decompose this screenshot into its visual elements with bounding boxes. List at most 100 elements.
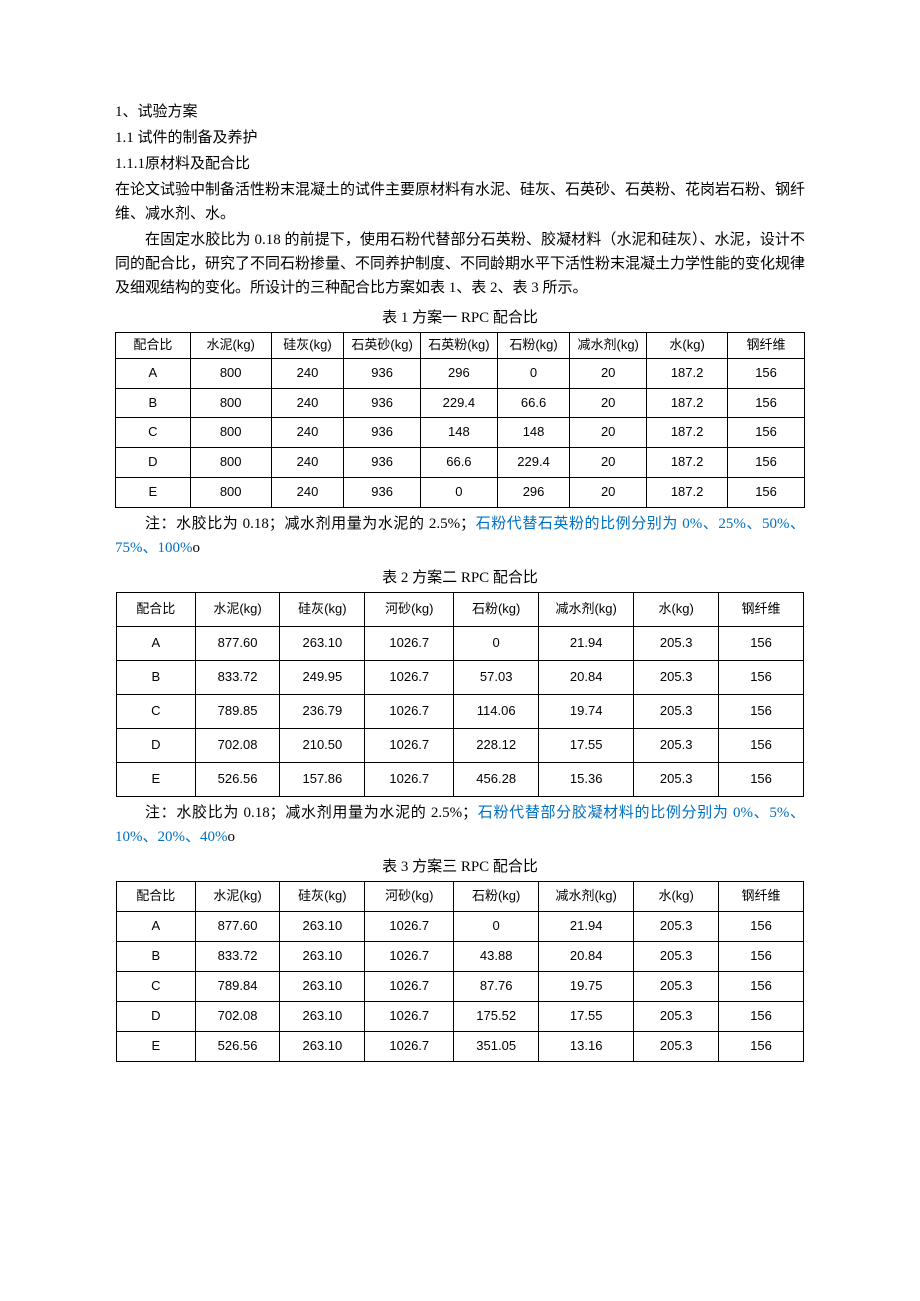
table1: 配合比水泥(kg)硅灰(kg)石英砂(kg)石英粉(kg)石粉(kg)减水剂(k… (115, 332, 805, 508)
table-cell: 114.06 (454, 694, 539, 728)
table-cell: B (117, 941, 196, 971)
table2-caption: 表 2 方案二 RPC 配合比 (115, 566, 805, 590)
table-row: A877.60263.101026.7021.94205.3156 (117, 911, 804, 941)
table-cell: 156 (719, 1031, 804, 1061)
table-cell: 263.10 (280, 971, 365, 1001)
table-cell: 0 (421, 477, 498, 507)
table-header-cell: 硅灰(kg) (271, 333, 344, 359)
table-row: E800240936029620187.2156 (116, 477, 805, 507)
table-cell: 148 (421, 418, 498, 448)
table-row: B833.72263.101026.743.8820.84205.3156 (117, 941, 804, 971)
table-cell: 702.08 (195, 728, 280, 762)
table-row: A800240936296020187.2156 (116, 358, 805, 388)
table-header-cell: 石英粉(kg) (421, 333, 498, 359)
table-header-cell: 配合比 (116, 333, 191, 359)
table1-note: 注：水胶比为 0.18；减水剂用量为水泥的 2.5%；石粉代替石英粉的比例分别为… (115, 512, 805, 560)
table-cell: 205.3 (634, 911, 719, 941)
table-cell: 240 (271, 358, 344, 388)
table-cell: 205.3 (634, 941, 719, 971)
table-header-cell: 钢纤维 (728, 333, 805, 359)
table3-caption: 表 3 方案三 RPC 配合比 (115, 855, 805, 879)
table-cell: B (117, 660, 196, 694)
table-cell: 156 (728, 418, 805, 448)
table-cell: 236.79 (280, 694, 365, 728)
table-cell: 789.84 (195, 971, 280, 1001)
table-cell: E (116, 477, 191, 507)
table-cell: E (117, 762, 196, 796)
table-cell: 21.94 (539, 626, 634, 660)
table-cell: C (117, 694, 196, 728)
table-cell: 351.05 (454, 1031, 539, 1061)
table-header-cell: 河砂(kg) (365, 592, 454, 626)
table-cell: 0 (497, 358, 570, 388)
table-row: D702.08210.501026.7228.1217.55205.3156 (117, 728, 804, 762)
table-cell: C (116, 418, 191, 448)
table-cell: 205.3 (634, 971, 719, 1001)
table-cell: 20 (570, 388, 647, 418)
table-row: B833.72249.951026.757.0320.84205.3156 (117, 660, 804, 694)
table-cell: 263.10 (280, 626, 365, 660)
table-cell: 877.60 (195, 626, 280, 660)
table-cell: D (116, 448, 191, 478)
table-cell: 156 (719, 911, 804, 941)
table-row: E526.56157.861026.7456.2815.36205.3156 (117, 762, 804, 796)
table-cell: 296 (497, 477, 570, 507)
table-cell: 229.4 (497, 448, 570, 478)
table-cell: 156 (719, 1001, 804, 1031)
table3: 配合比水泥(kg)硅灰(kg)河砂(kg)石粉(kg)减水剂(kg)水(kg)钢… (116, 881, 804, 1062)
table-cell: 17.55 (539, 1001, 634, 1031)
table-cell: 43.88 (454, 941, 539, 971)
table-cell: 17.55 (539, 728, 634, 762)
table-cell: 229.4 (421, 388, 498, 418)
table-cell: 240 (271, 448, 344, 478)
table-cell: 936 (344, 448, 421, 478)
table-header-cell: 水(kg) (634, 881, 719, 911)
table-cell: 187.2 (647, 358, 728, 388)
heading-1-1: 1.1 试件的制备及养护 (115, 126, 805, 150)
paragraph-materials: 在论文试验中制备活性粉末混凝土的试件主要原材料有水泥、硅灰、石英砂、石英粉、花岗… (115, 178, 805, 226)
table-cell: A (117, 911, 196, 941)
table-cell: 800 (190, 448, 271, 478)
paragraph-design: 在固定水胶比为 0.18 的前提下，使用石粉代替部分石英粉、胶凝材料（水泥和硅灰… (115, 228, 805, 300)
table2-note-black: 注：水胶比为 0.18；减水剂用量为水泥的 2.5%； (145, 805, 477, 821)
table-cell: 20 (570, 418, 647, 448)
table-cell: D (117, 1001, 196, 1031)
table-cell: 833.72 (195, 941, 280, 971)
table-cell: 263.10 (280, 941, 365, 971)
table-cell: 877.60 (195, 911, 280, 941)
table-cell: 157.86 (280, 762, 365, 796)
table-cell: 526.56 (195, 1031, 280, 1061)
table-header-cell: 硅灰(kg) (280, 881, 365, 911)
table-cell: 228.12 (454, 728, 539, 762)
table-cell: 66.6 (421, 448, 498, 478)
table1-note-black: 注：水胶比为 0.18；减水剂用量为水泥的 2.5%； (145, 516, 475, 532)
table-cell: A (116, 358, 191, 388)
table-cell: 210.50 (280, 728, 365, 762)
table-header-cell: 配合比 (117, 881, 196, 911)
table-cell: 800 (190, 358, 271, 388)
table-row: A877.60263.101026.7021.94205.3156 (117, 626, 804, 660)
table-cell: 156 (719, 660, 804, 694)
table-cell: 240 (271, 388, 344, 418)
table-cell: 57.03 (454, 660, 539, 694)
table1-caption: 表 1 方案一 RPC 配合比 (115, 306, 805, 330)
table-cell: 296 (421, 358, 498, 388)
table-cell: 936 (344, 418, 421, 448)
table-cell: 833.72 (195, 660, 280, 694)
table-cell: 21.94 (539, 911, 634, 941)
table2-note: 注：水胶比为 0.18；减水剂用量为水泥的 2.5%；石粉代替部分胶凝材料的比例… (115, 801, 805, 849)
table-cell: E (117, 1031, 196, 1061)
table-header-cell: 石英砂(kg) (344, 333, 421, 359)
table-cell: 1026.7 (365, 911, 454, 941)
table-header-cell: 河砂(kg) (365, 881, 454, 911)
table1-note-end: o (193, 540, 201, 556)
table-cell: 156 (728, 358, 805, 388)
heading-1-1-1: 1.1.1原材料及配合比 (115, 152, 805, 176)
table-cell: 800 (190, 418, 271, 448)
table-cell: 1026.7 (365, 728, 454, 762)
table-row: C789.85236.791026.7114.0619.74205.3156 (117, 694, 804, 728)
table-cell: 187.2 (647, 448, 728, 478)
table-row: C80024093614814820187.2156 (116, 418, 805, 448)
table-cell: 175.52 (454, 1001, 539, 1031)
table-header-cell: 钢纤维 (719, 881, 804, 911)
